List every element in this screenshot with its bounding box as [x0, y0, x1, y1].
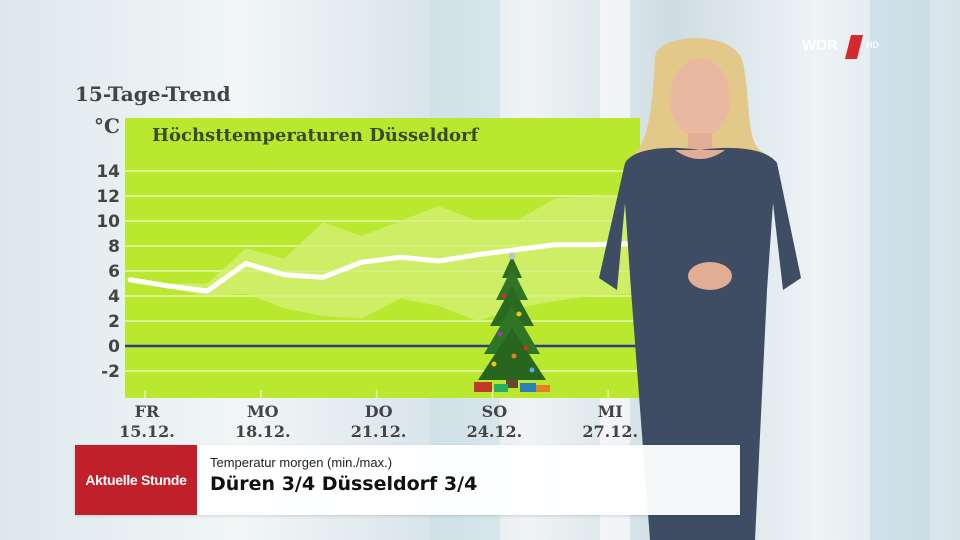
unit-label: °C	[94, 114, 120, 138]
y-tick-label: 14	[96, 162, 120, 182]
x-tick-day: MO	[247, 402, 279, 421]
y-tick-labels: 14 12 10 8 6 4 2 0 -2	[96, 162, 120, 382]
lower-third-banner: Aktuelle Stunde Temperatur morgen (min./…	[75, 445, 740, 515]
y-tick-label: 10	[96, 212, 120, 232]
x-tick-day: MI	[598, 402, 623, 421]
y-tick-label: 8	[108, 237, 120, 257]
x-tick-day: FR	[135, 402, 160, 421]
x-tick-date: 21.12.	[351, 422, 407, 441]
brand-label: Aktuelle Stunde	[75, 445, 197, 515]
data-points	[129, 243, 632, 292]
forecast-label: Temperatur morgen (min./max.)	[210, 455, 393, 470]
presenter-figure	[599, 38, 801, 540]
y-tick-label: -2	[101, 362, 120, 382]
christmas-tree-decoration	[474, 252, 550, 392]
x-tick-date: 27.12.	[582, 422, 638, 441]
y-tick-label: 12	[96, 187, 120, 207]
x-tick-day: DO	[365, 402, 393, 421]
y-tick-label: 2	[108, 312, 120, 332]
chart-title: Höchsttemperaturen Düsseldorf	[152, 125, 480, 146]
x-tick-date: 15.12.	[119, 422, 175, 441]
forecast-value: Düren 3/4 Düsseldorf 3/4	[210, 473, 478, 495]
x-tick-date: 18.12.	[235, 422, 291, 441]
studio-column	[870, 0, 930, 540]
y-tick-label: 6	[108, 262, 120, 282]
x-tick-day: SO	[482, 402, 508, 421]
y-tick-label: 4	[108, 287, 120, 307]
series-line	[127, 241, 635, 294]
x-tick-date: 24.12.	[467, 422, 523, 441]
y-tick-label: 0	[108, 337, 120, 357]
chart-heading: 15-Tage-Trend	[75, 82, 231, 106]
